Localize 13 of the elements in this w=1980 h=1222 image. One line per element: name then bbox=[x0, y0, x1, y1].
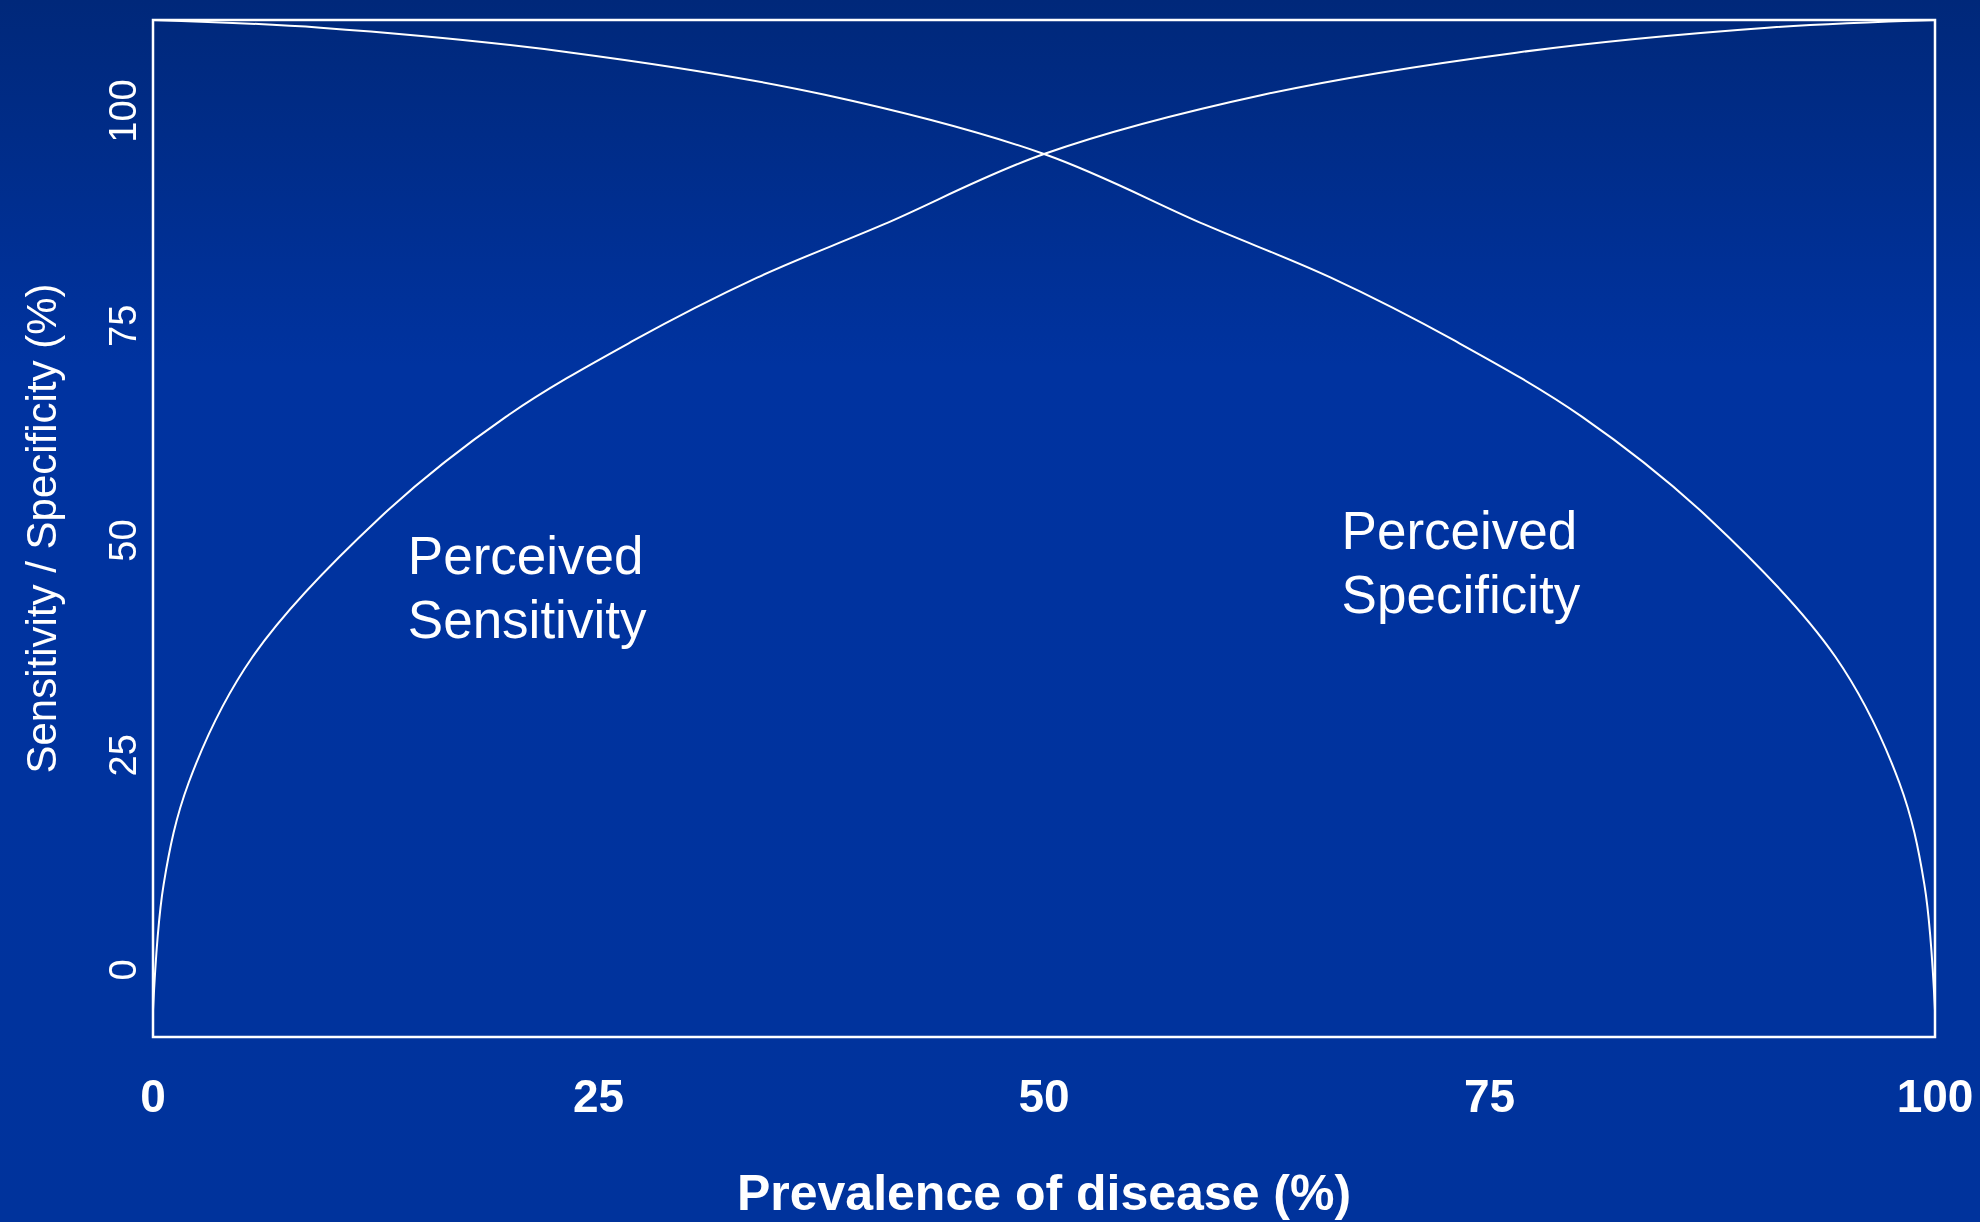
y-tick-label: 50 bbox=[102, 519, 144, 562]
y-axis-title: Sensitivity / Specificity (%) bbox=[18, 283, 65, 774]
y-tick-label: 100 bbox=[102, 79, 144, 143]
y-tick-label: 25 bbox=[102, 734, 144, 777]
x-tick-label: 50 bbox=[1018, 1070, 1070, 1122]
y-tick-label: 0 bbox=[102, 959, 144, 981]
x-axis-title: Prevalence of disease (%) bbox=[736, 1165, 1352, 1221]
x-tick-label: 25 bbox=[572, 1070, 625, 1122]
x-tick-label: 75 bbox=[1463, 1070, 1516, 1122]
series-label: Perceived Specificity bbox=[1341, 500, 1581, 624]
series-label: Perceived Sensitivity bbox=[407, 526, 647, 650]
y-tick-label: 75 bbox=[102, 304, 144, 347]
x-tick-label: 100 bbox=[1896, 1070, 1974, 1122]
